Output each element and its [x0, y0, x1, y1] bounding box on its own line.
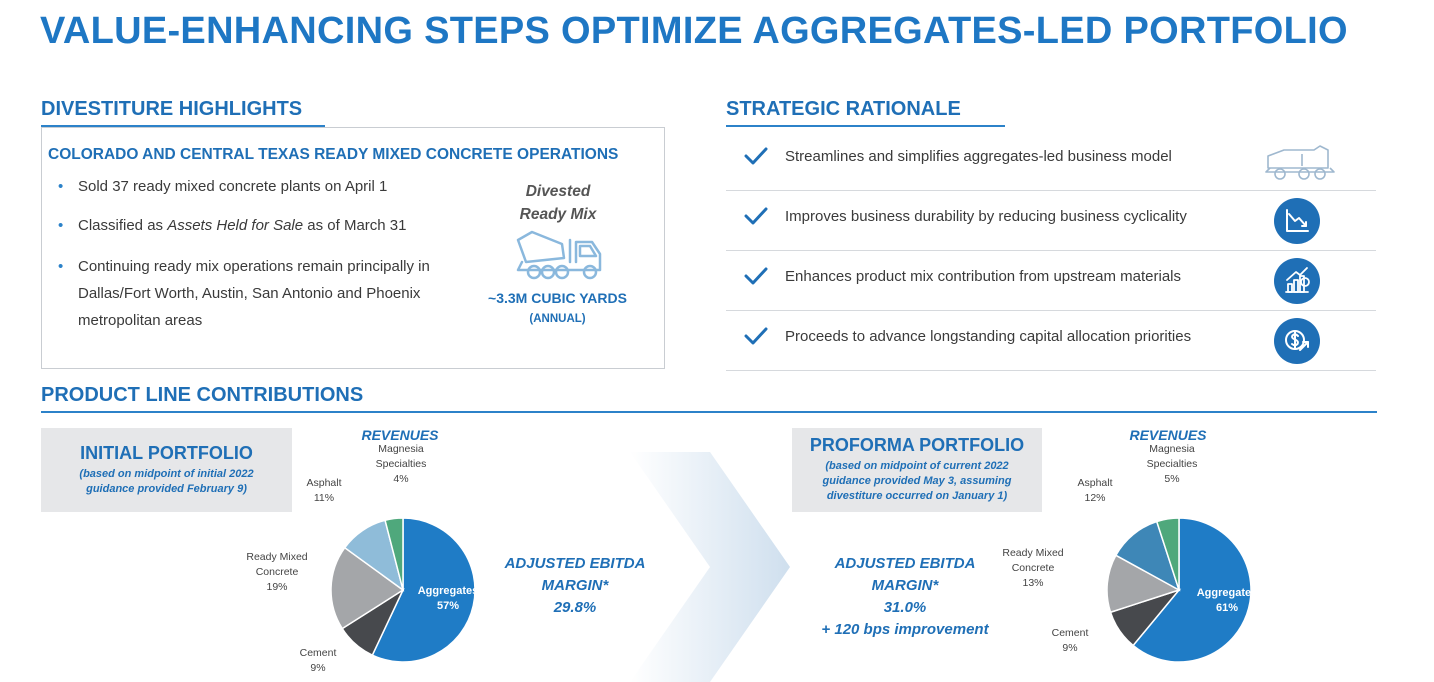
volume-value: ~3.3M CUBIC YARDS	[488, 290, 627, 306]
bullet-dot: •	[58, 178, 64, 195]
checkmark-icon	[744, 207, 768, 225]
pie-slice-magnesia-specialties	[1155, 517, 1180, 591]
pie-label-ready-mixed-concrete: Ready Mixed Concrete 13%	[1002, 547, 1063, 589]
pie-slice-magnesia-specialties	[384, 517, 404, 591]
bullet-item: • Continuing ready mix operations remain…	[58, 253, 468, 334]
initial-ebitda: ADJUSTED EBITDA MARGIN* 29.8%	[504, 555, 646, 616]
rationale-item: Proceeds to advance longstanding capital…	[726, 310, 1376, 371]
growth-chart-icon	[1274, 258, 1320, 304]
checkmark-icon	[744, 147, 768, 165]
initial-revenues-label: REVENUES	[361, 427, 439, 443]
pie-label-aggregates: Aggregates 57%	[418, 585, 479, 612]
rationale-text: Enhances product mix contribution from u…	[785, 268, 1182, 285]
proforma-revenues-label: REVENUES	[1129, 427, 1207, 443]
pie-slice-aggregates	[371, 517, 476, 663]
bullet-item: • Classified as Assets Held for Sale as …	[58, 212, 468, 239]
bullet-text: Classified as Assets Held for Sale as of…	[78, 217, 407, 234]
product-line-underline	[41, 411, 1377, 413]
pie-label-magnesia-specialties: Magnesia Specialties 4%	[376, 443, 427, 485]
product-line-heading: PRODUCT LINE CONTRIBUTIONS	[41, 384, 364, 406]
transition-chevron-arrow	[630, 452, 790, 682]
page-title: VALUE-ENHANCING STEPS OPTIMIZE AGGREGATE…	[40, 10, 1348, 52]
pie-label-aggregates: Aggregates 61%	[1197, 587, 1258, 614]
rationale-underline	[726, 125, 1005, 127]
divested-label: Divested Ready Mix	[519, 183, 597, 223]
truck-outline-icon	[1265, 145, 1335, 180]
checkmark-icon	[744, 327, 768, 345]
pie-slice-ready-mixed-concrete	[1106, 554, 1181, 614]
rationale-text: Improves business durability by reducing…	[785, 208, 1187, 225]
checkmark-icon	[744, 267, 768, 285]
initial-portfolio-title: INITIAL PORTFOLIO	[80, 443, 253, 463]
bullet-dot: •	[58, 217, 64, 234]
divestiture-heading: DIVESTITURE HIGHLIGHTS	[41, 98, 303, 120]
bullet-item: • Sold 37 ready mixed concrete plants on…	[58, 173, 468, 200]
initial-revenue-pie-chart: Aggregates 57% Cement 9% Ready Mixed Concrete…	[246, 443, 479, 674]
pie-slice-ready-mixed-concrete	[330, 546, 405, 630]
proforma-ebitda: ADJUSTED EBITDA MARGIN* 31.0% + 120 bps …	[821, 555, 989, 638]
proforma-portfolio-note: (based on midpoint of current 2022 guida…	[822, 460, 1012, 502]
bullet-text: Sold 37 ready mixed concrete plants on A…	[78, 178, 388, 195]
rationale-text: Streamlines and simplifies aggregates-le…	[785, 148, 1172, 165]
divestiture-box	[41, 127, 665, 369]
pie-label-magnesia-specialties: Magnesia Specialties 5%	[1147, 443, 1198, 485]
pie-slice-aggregates	[1132, 517, 1252, 663]
proforma-portfolio-title: PROFORMA PORTFOLIO	[809, 435, 1025, 455]
rationale-heading: STRATEGIC RATIONALE	[726, 98, 961, 120]
dollar-arrow-icon	[1274, 318, 1320, 364]
proforma-revenue-pie-chart: Aggregates 61% Cement 9% Ready Mixed Concrete…	[1002, 443, 1258, 663]
proforma-portfolio-box	[792, 428, 1042, 512]
divestiture-underline	[41, 125, 325, 127]
bullet-dot: •	[58, 258, 64, 275]
pie-label-asphalt: Asphalt 12%	[1077, 477, 1112, 504]
pie-label-asphalt: Asphalt 11%	[306, 477, 341, 504]
rationale-item: Enhances product mix contribution from u…	[726, 250, 1376, 311]
bullet-text: Continuing ready mix operations remain p…	[78, 258, 430, 329]
declining-chart-icon	[1274, 198, 1320, 244]
divestiture-subheading: COLORADO AND CENTRAL TEXAS READY MIXED C…	[48, 146, 619, 163]
rationale-item: Improves business durability by reducing…	[726, 190, 1376, 251]
pie-label-cement: Cement 9%	[300, 647, 337, 674]
initial-portfolio-note: (based on midpoint of initial 2022 guida…	[79, 468, 254, 495]
initial-portfolio-box	[41, 428, 292, 512]
pie-label-cement: Cement 9%	[1052, 627, 1089, 654]
rationale-item: Streamlines and simplifies aggregates-le…	[726, 130, 1376, 191]
mixer-truck-icon	[516, 230, 602, 280]
rationale-text: Proceeds to advance longstanding capital…	[785, 328, 1192, 345]
pie-label-ready-mixed-concrete: Ready Mixed Concrete 19%	[246, 551, 307, 593]
volume-note: (ANNUAL)	[529, 313, 586, 325]
